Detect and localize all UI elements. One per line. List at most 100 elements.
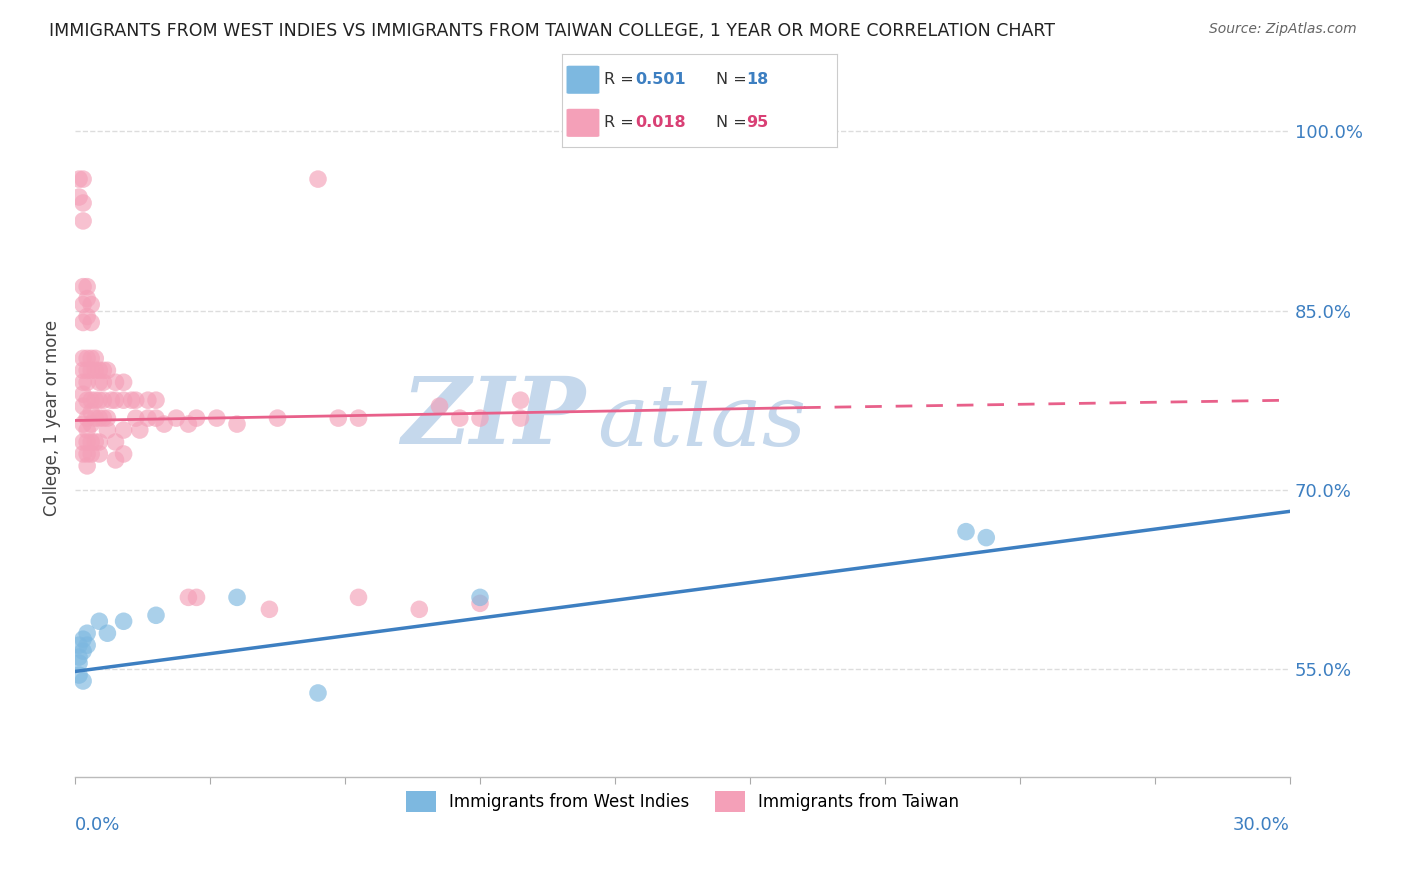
Text: IMMIGRANTS FROM WEST INDIES VS IMMIGRANTS FROM TAIWAN COLLEGE, 1 YEAR OR MORE CO: IMMIGRANTS FROM WEST INDIES VS IMMIGRANT… [49, 22, 1056, 40]
Point [328, 411, 350, 425]
Text: 95: 95 [747, 115, 768, 130]
Text: 0.501: 0.501 [636, 72, 686, 87]
Point [93, 411, 115, 425]
Text: ZIP: ZIP [401, 373, 585, 463]
Point [72, 387, 94, 401]
Point [80, 316, 103, 330]
Point [955, 524, 977, 539]
Point [84, 351, 107, 366]
Point [72, 214, 94, 228]
Point [96, 626, 118, 640]
Point [93, 393, 115, 408]
Point [67, 190, 90, 204]
Point [96, 411, 118, 425]
Point [307, 172, 329, 186]
Point [112, 423, 135, 437]
Point [72, 673, 94, 688]
Point [177, 417, 200, 431]
Point [80, 447, 103, 461]
Point [76, 411, 98, 425]
Point [136, 411, 159, 425]
Point [136, 393, 159, 408]
Point [72, 297, 94, 311]
Point [89, 376, 111, 390]
Point [449, 411, 471, 425]
Point [84, 411, 107, 425]
Point [153, 417, 176, 431]
Point [80, 351, 103, 366]
Y-axis label: College, 1 year or more: College, 1 year or more [44, 320, 60, 516]
Point [509, 411, 531, 425]
Point [72, 417, 94, 431]
Point [112, 614, 135, 628]
Point [96, 363, 118, 377]
Point [104, 376, 127, 390]
Point [112, 393, 135, 408]
Point [100, 393, 122, 408]
Text: N =: N = [716, 115, 752, 130]
Point [80, 393, 103, 408]
Point [76, 292, 98, 306]
Point [226, 417, 249, 431]
Point [72, 316, 94, 330]
Point [89, 411, 111, 425]
Point [89, 614, 111, 628]
Point [76, 638, 98, 652]
Point [226, 591, 249, 605]
Point [112, 447, 135, 461]
Point [80, 405, 103, 419]
FancyBboxPatch shape [567, 109, 599, 136]
Point [76, 351, 98, 366]
Point [67, 656, 90, 670]
Point [112, 376, 135, 390]
Text: Source: ZipAtlas.com: Source: ZipAtlas.com [1209, 22, 1357, 37]
Text: 30.0%: 30.0% [1233, 816, 1291, 834]
Point [72, 435, 94, 450]
Point [72, 196, 94, 211]
Point [307, 686, 329, 700]
Text: 18: 18 [747, 72, 768, 87]
Point [468, 591, 491, 605]
Point [80, 297, 103, 311]
Point [80, 363, 103, 377]
Point [96, 423, 118, 437]
Point [205, 411, 228, 425]
Point [84, 393, 107, 408]
Point [89, 393, 111, 408]
Point [125, 411, 148, 425]
Point [76, 279, 98, 293]
Point [89, 447, 111, 461]
Point [104, 435, 127, 450]
Point [76, 376, 98, 390]
Point [76, 435, 98, 450]
Point [468, 596, 491, 610]
Point [84, 435, 107, 450]
Point [145, 393, 167, 408]
Point [509, 393, 531, 408]
Point [93, 363, 115, 377]
Point [145, 411, 167, 425]
Point [76, 458, 98, 473]
Point [76, 393, 98, 408]
Point [347, 591, 370, 605]
Point [121, 393, 143, 408]
Point [72, 363, 94, 377]
Text: R =: R = [603, 72, 638, 87]
Point [84, 363, 107, 377]
Point [80, 417, 103, 431]
Point [408, 602, 430, 616]
Point [67, 638, 90, 652]
Point [80, 435, 103, 450]
Point [76, 363, 98, 377]
Text: R =: R = [603, 115, 638, 130]
Text: N =: N = [716, 72, 752, 87]
Point [89, 435, 111, 450]
Point [186, 411, 208, 425]
Point [177, 591, 200, 605]
Point [76, 310, 98, 324]
Point [259, 602, 281, 616]
Point [67, 650, 90, 665]
Point [104, 393, 127, 408]
Point [67, 172, 90, 186]
Point [76, 447, 98, 461]
